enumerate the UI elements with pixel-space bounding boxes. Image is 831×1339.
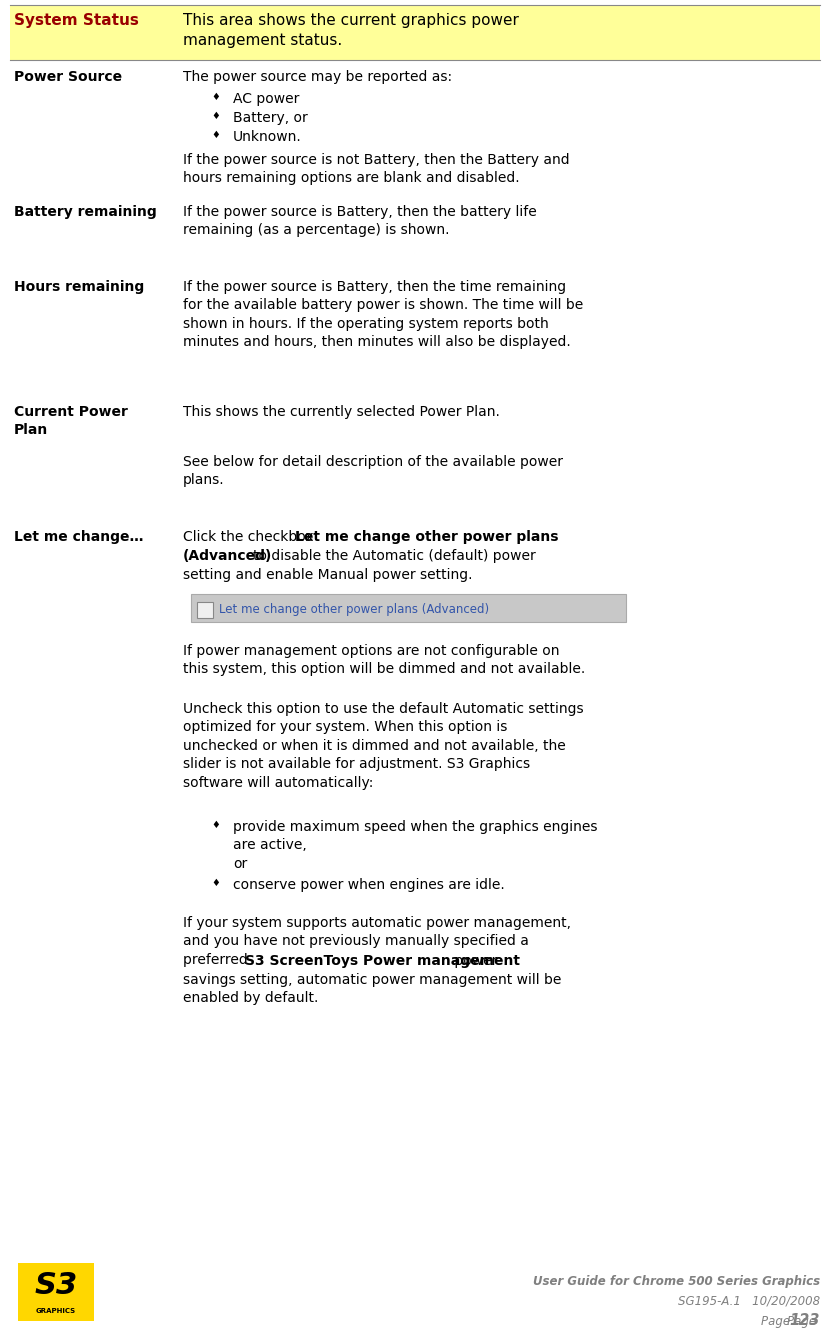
Text: power: power xyxy=(450,953,498,968)
Text: S3 ScreenToys Power management: S3 ScreenToys Power management xyxy=(245,953,520,968)
Text: If the power source is Battery, then the time remaining
for the available batter: If the power source is Battery, then the… xyxy=(183,280,583,349)
Text: (Advanced): (Advanced) xyxy=(183,549,273,562)
Text: Page: Page xyxy=(761,1315,794,1328)
Text: Hours remaining: Hours remaining xyxy=(14,280,145,295)
Text: SG195-A.1   10/20/2008: SG195-A.1 10/20/2008 xyxy=(678,1295,820,1308)
Text: System Status: System Status xyxy=(14,13,139,28)
Text: If your system supports automatic power management,
and you have not previously : If your system supports automatic power … xyxy=(183,916,571,967)
Text: Uncheck this option to use the default Automatic settings
optimized for your sys: Uncheck this option to use the default A… xyxy=(183,702,583,790)
Text: 123: 123 xyxy=(789,1314,820,1328)
Text: setting and enable Manual power setting.: setting and enable Manual power setting. xyxy=(183,568,473,582)
Text: provide maximum speed when the graphics engines
are active,
or: provide maximum speed when the graphics … xyxy=(233,819,597,870)
Text: ♦: ♦ xyxy=(211,111,219,121)
FancyBboxPatch shape xyxy=(197,603,213,619)
Text: This shows the currently selected Power Plan.: This shows the currently selected Power … xyxy=(183,404,500,419)
Text: Power Source: Power Source xyxy=(14,70,122,84)
Text: ♦: ♦ xyxy=(211,878,219,888)
Text: to disable the Automatic (default) power: to disable the Automatic (default) power xyxy=(253,549,536,562)
Text: AC power: AC power xyxy=(233,92,299,106)
Text: ♦: ♦ xyxy=(211,92,219,102)
Text: The power source may be reported as:: The power source may be reported as: xyxy=(183,70,452,84)
Text: ♦: ♦ xyxy=(211,130,219,141)
Text: S3: S3 xyxy=(34,1271,77,1300)
FancyBboxPatch shape xyxy=(191,595,626,623)
Text: conserve power when engines are idle.: conserve power when engines are idle. xyxy=(233,878,504,892)
Text: Unknown.: Unknown. xyxy=(233,130,302,145)
Text: Page: Page xyxy=(787,1315,820,1328)
Text: Let me change other power plans: Let me change other power plans xyxy=(295,530,558,544)
Text: Click the checkbox: Click the checkbox xyxy=(183,530,318,544)
Text: ♦: ♦ xyxy=(211,819,219,830)
Text: If power management options are not configurable on
this system, this option wil: If power management options are not conf… xyxy=(183,644,585,676)
FancyBboxPatch shape xyxy=(10,5,820,60)
Text: Battery, or: Battery, or xyxy=(233,111,307,125)
Text: Battery remaining: Battery remaining xyxy=(14,205,157,220)
Text: Let me change…: Let me change… xyxy=(14,530,144,544)
Text: Let me change other power plans (Advanced): Let me change other power plans (Advance… xyxy=(219,604,489,616)
Text: User Guide for Chrome 500 Series Graphics: User Guide for Chrome 500 Series Graphic… xyxy=(533,1275,820,1288)
Text: If the power source is not Battery, then the Battery and
hours remaining options: If the power source is not Battery, then… xyxy=(183,153,569,185)
Text: Current Power
Plan: Current Power Plan xyxy=(14,404,128,438)
Text: See below for detail description of the available power
plans.: See below for detail description of the … xyxy=(183,455,563,487)
Text: This area shows the current graphics power
management status.: This area shows the current graphics pow… xyxy=(183,13,519,48)
Text: savings setting, automatic power management will be
enabled by default.: savings setting, automatic power managem… xyxy=(183,973,562,1006)
FancyBboxPatch shape xyxy=(18,1263,94,1322)
Text: GRAPHICS: GRAPHICS xyxy=(36,1308,76,1314)
Text: If the power source is Battery, then the battery life
remaining (as a percentage: If the power source is Battery, then the… xyxy=(183,205,537,237)
